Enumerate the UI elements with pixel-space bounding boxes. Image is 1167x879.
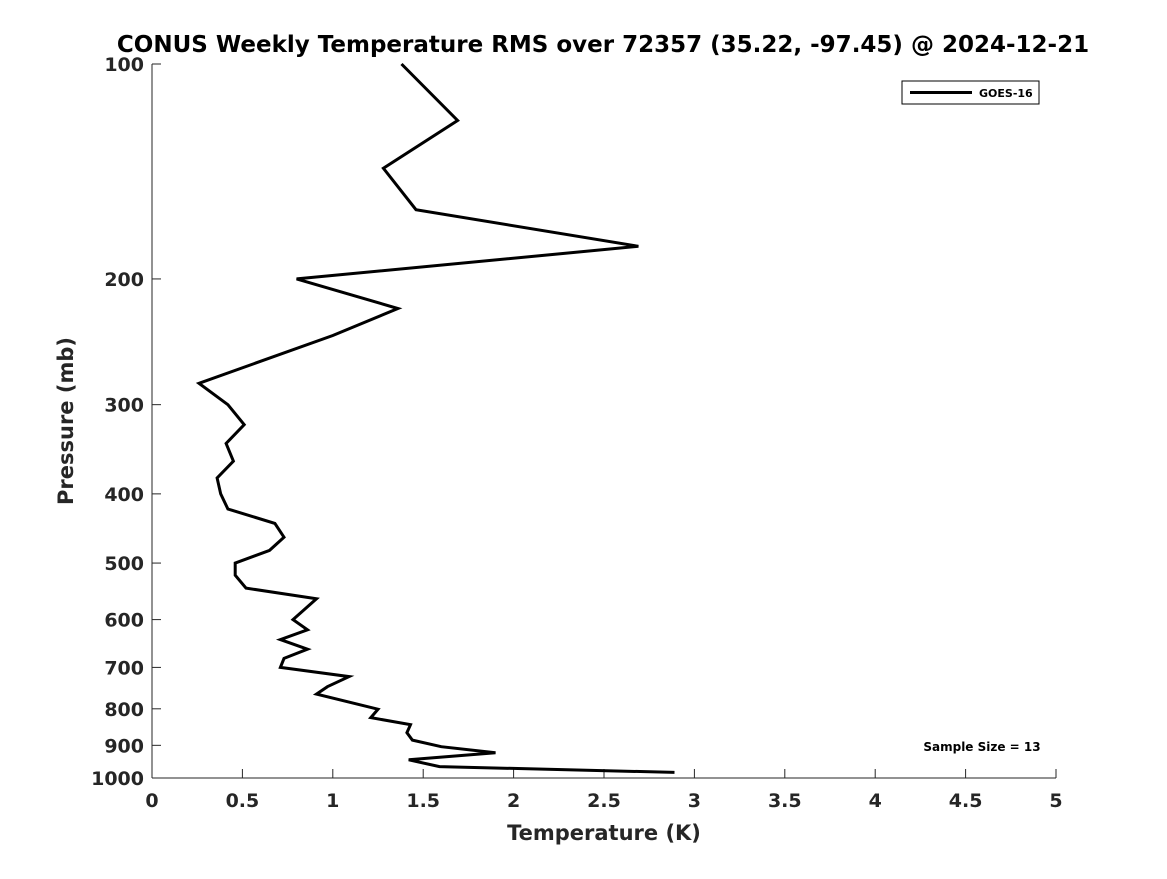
y-tick-label: 1000 xyxy=(91,768,144,790)
y-tick-label: 500 xyxy=(104,553,144,575)
x-tick-label: 5 xyxy=(1049,790,1062,812)
x-tick-label: 4 xyxy=(869,790,882,812)
y-tick-label: 400 xyxy=(104,484,144,506)
y-tick-label: 100 xyxy=(104,54,144,76)
x-tick-label: 3.5 xyxy=(768,790,802,812)
y-tick-label: 300 xyxy=(104,395,144,417)
y-axis-label: Pressure (mb) xyxy=(54,337,78,505)
series-group xyxy=(195,62,675,774)
x-tick-label: 3 xyxy=(688,790,701,812)
x-tick-label: 2 xyxy=(507,790,520,812)
y-tick-label: 700 xyxy=(104,657,144,679)
x-tick-label: 0.5 xyxy=(226,790,260,812)
y-tick-label: 600 xyxy=(104,610,144,632)
axes: 0 0.5 1 1.5 2 2.5 3 3.5 4 4.5 5 100 200 300 400 500 600 7… xyxy=(91,54,1063,812)
x-axis-label: Temperature (K) xyxy=(507,821,701,845)
chart-title: CONUS Weekly Temperature RMS over 72357 … xyxy=(117,32,1089,58)
x-tick-label: 2.5 xyxy=(587,790,621,812)
legend: GOES-16 xyxy=(901,80,1040,105)
x-tick-label: 1.5 xyxy=(406,790,440,812)
sample-size-annotation: Sample Size = 13 xyxy=(923,740,1040,754)
x-tick-label: 0 xyxy=(145,790,158,812)
x-tick-label: 1 xyxy=(326,790,339,812)
x-tick-label: 4.5 xyxy=(949,790,983,812)
y-tick-label: 800 xyxy=(104,699,144,721)
legend-label-goes-16: GOES-16 xyxy=(979,87,1033,100)
y-tick-label: 900 xyxy=(104,735,144,757)
series-line-goes-16 xyxy=(195,62,675,774)
y-tick-label: 200 xyxy=(104,269,144,291)
